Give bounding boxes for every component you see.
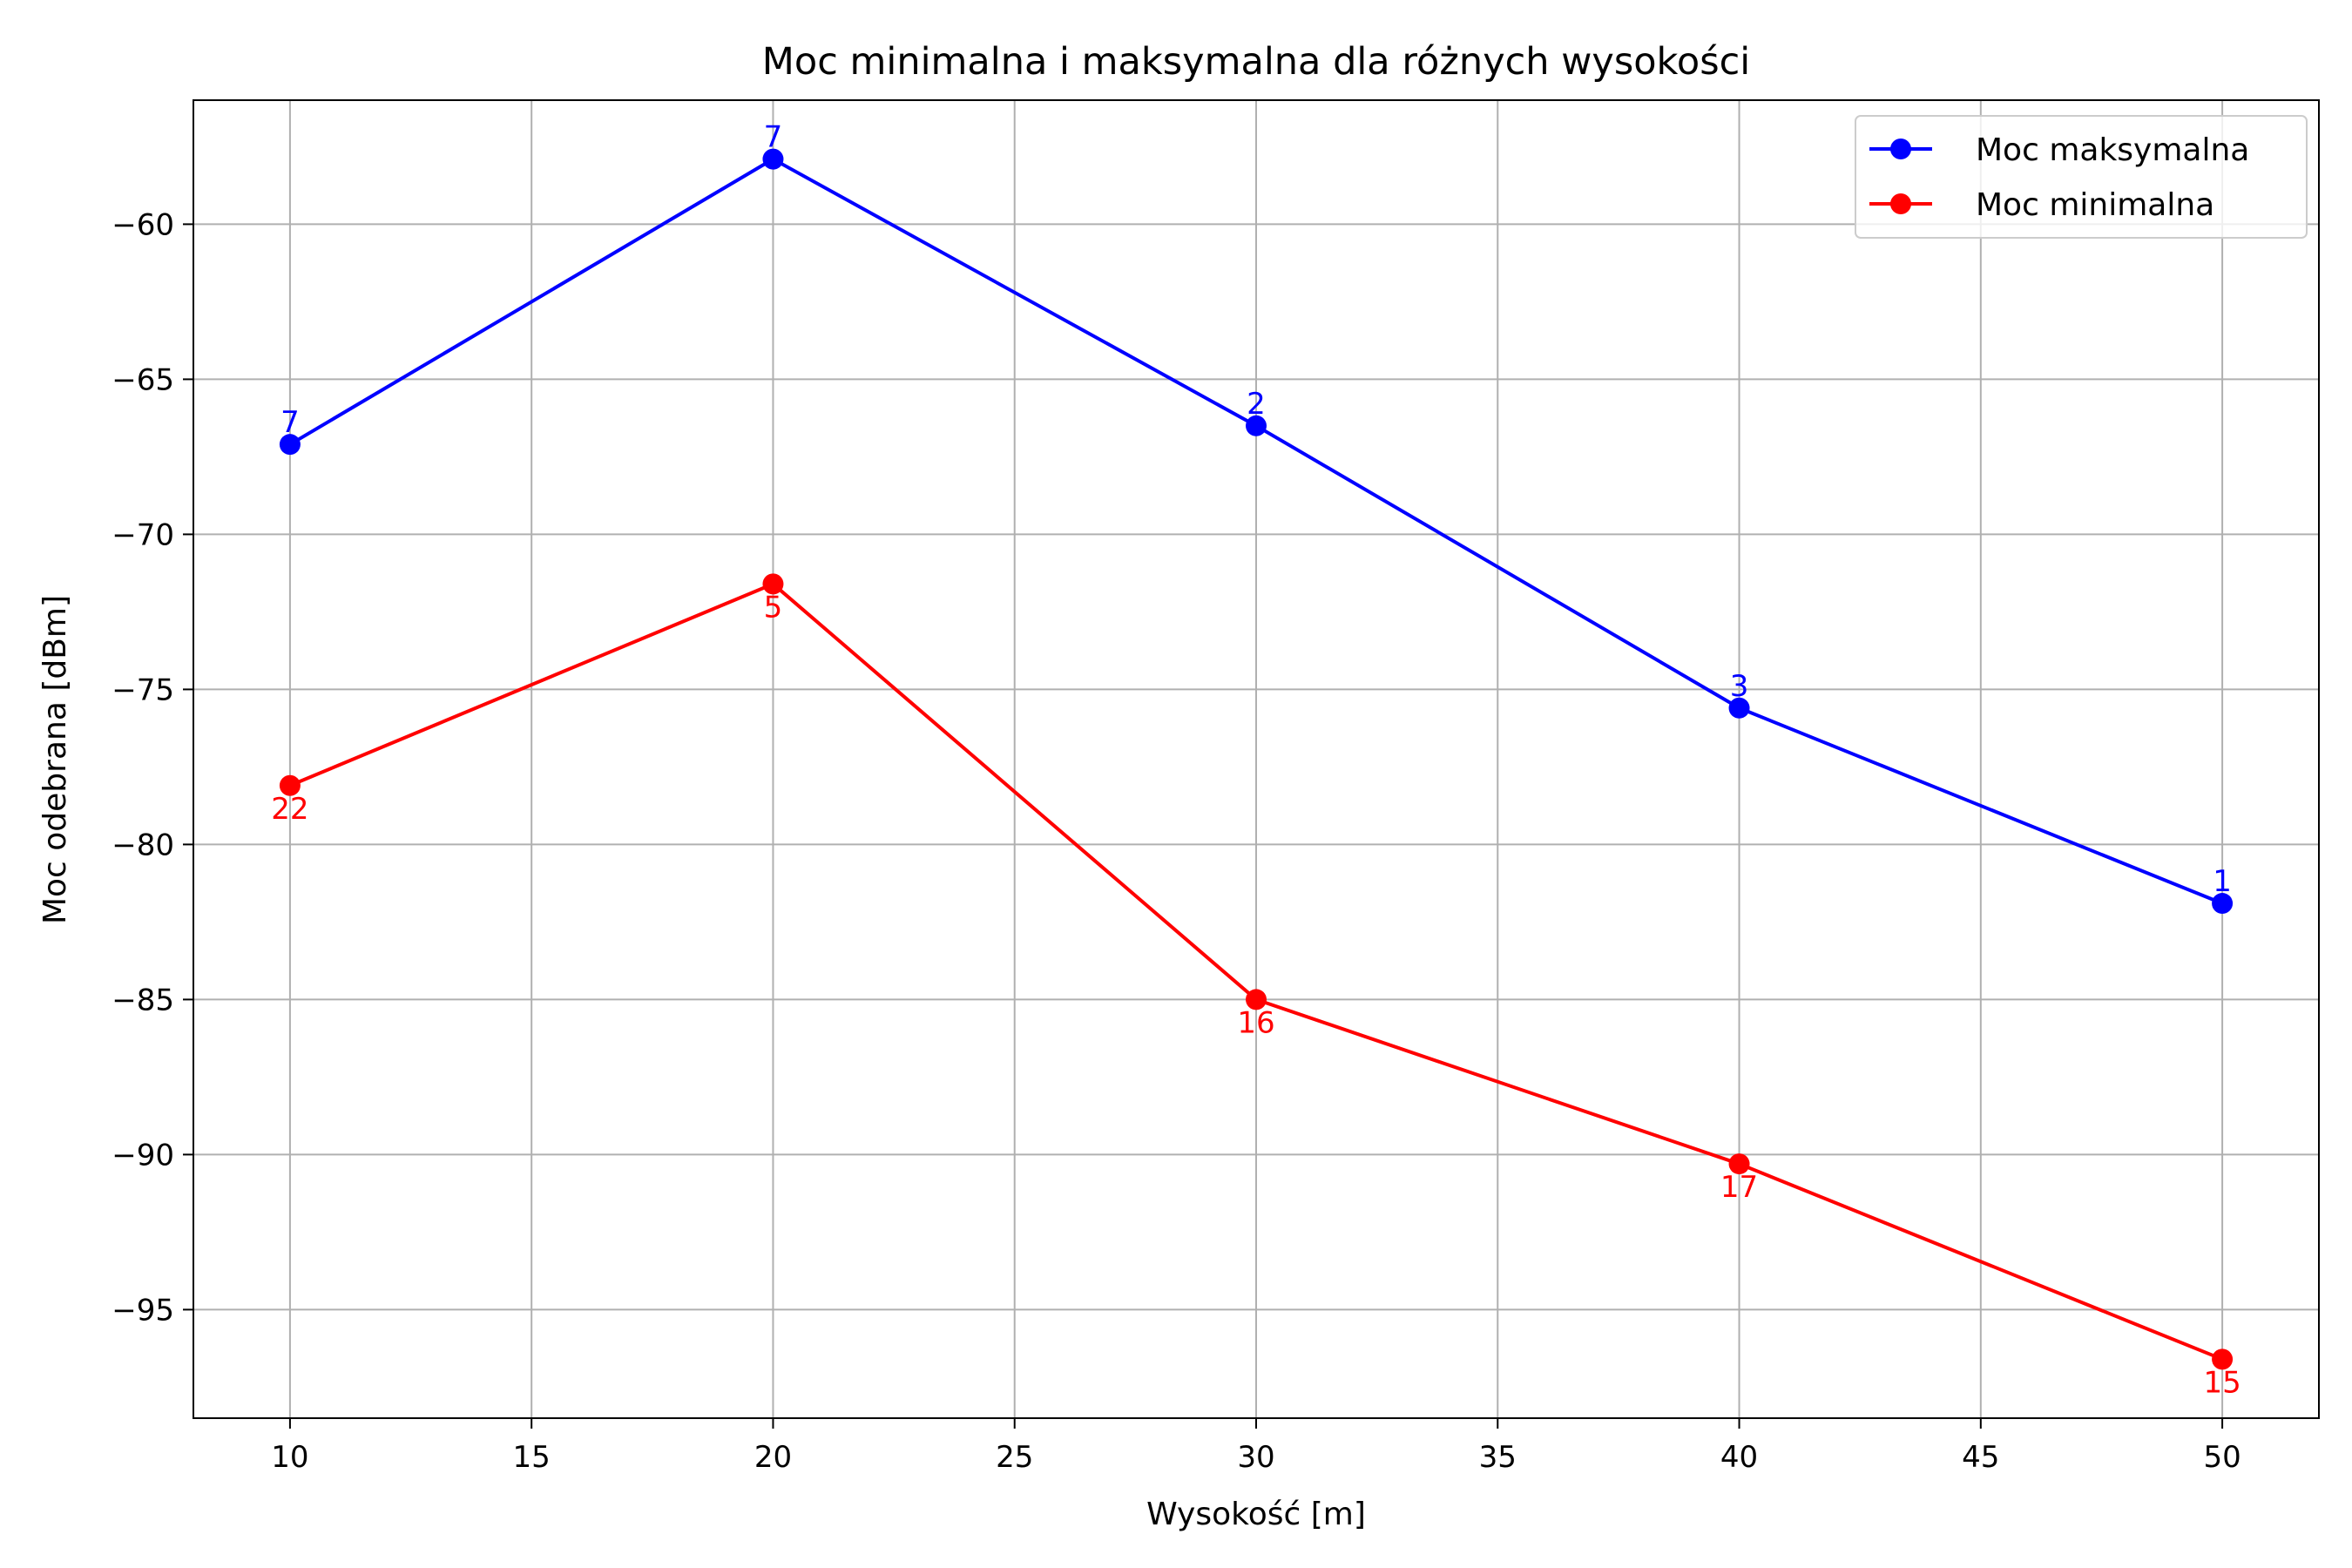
data-label: 7: [280, 405, 300, 440]
legend-box: [1855, 115, 2308, 239]
y-tick-label: −75: [112, 672, 174, 707]
y-tick-label: −95: [112, 1293, 174, 1328]
data-point: [762, 573, 784, 595]
data-point: [762, 148, 784, 170]
y-axis-ticks: −95 −90 −85 −80 −75 −70 −65 −60: [112, 207, 193, 1328]
legend-label: Moc minimalna: [1976, 187, 2214, 223]
data-point: [2212, 893, 2234, 915]
series-points: [279, 148, 2234, 1370]
y-tick-label: −60: [112, 207, 174, 242]
data-label: 1: [2213, 864, 2232, 899]
data-label: 7: [764, 120, 783, 155]
x-tick-label: 10: [271, 1440, 308, 1475]
y-tick-label: −85: [112, 983, 174, 1017]
x-tick-label: 30: [1237, 1440, 1274, 1475]
x-tick-label: 15: [513, 1440, 551, 1475]
data-label: 22: [271, 792, 308, 827]
data-point: [1728, 1153, 1750, 1175]
data-point: [279, 774, 301, 796]
x-axis-label: Wysokość [m]: [1146, 1497, 1366, 1532]
data-point: [279, 434, 301, 456]
legend[interactable]: Moc maksymalna Moc minimalna: [1855, 115, 2308, 239]
data-label: 17: [1720, 1170, 1758, 1205]
x-tick-label: 35: [1479, 1440, 1517, 1475]
chart-title: Moc minimalna i maksymalna dla różnych w…: [762, 40, 1750, 84]
y-axis-label: Moc odebrana [dBm]: [37, 595, 73, 924]
data-label: 15: [2203, 1365, 2240, 1400]
data-point: [2212, 1348, 2234, 1370]
x-tick-label: 45: [1962, 1440, 1999, 1475]
y-tick-label: −90: [112, 1138, 174, 1173]
x-tick-label: 50: [2203, 1440, 2240, 1475]
legend-label: Moc maksymalna: [1976, 132, 2249, 168]
x-tick-label: 40: [1720, 1440, 1758, 1475]
data-label: 3: [1730, 669, 1749, 704]
legend-marker: [1890, 139, 1911, 159]
data-labels: 7 7 2 3 1 22 5 16 17 15: [271, 120, 2240, 1401]
legend-marker: [1890, 193, 1911, 214]
data-label: 2: [1247, 387, 1266, 422]
y-tick-label: −80: [112, 828, 174, 862]
data-point: [1728, 697, 1750, 719]
y-tick-label: −70: [112, 517, 174, 552]
data-point: [1246, 415, 1267, 436]
y-tick-label: −65: [112, 362, 174, 397]
data-label: 5: [764, 590, 783, 625]
x-tick-label: 25: [996, 1440, 1033, 1475]
data-point: [1246, 989, 1267, 1010]
x-axis-ticks: 10 15 20 25 30 35 40 45 50: [271, 1418, 2241, 1475]
grid: [193, 100, 2319, 1418]
data-label: 16: [1237, 1005, 1274, 1040]
x-tick-label: 20: [754, 1440, 792, 1475]
